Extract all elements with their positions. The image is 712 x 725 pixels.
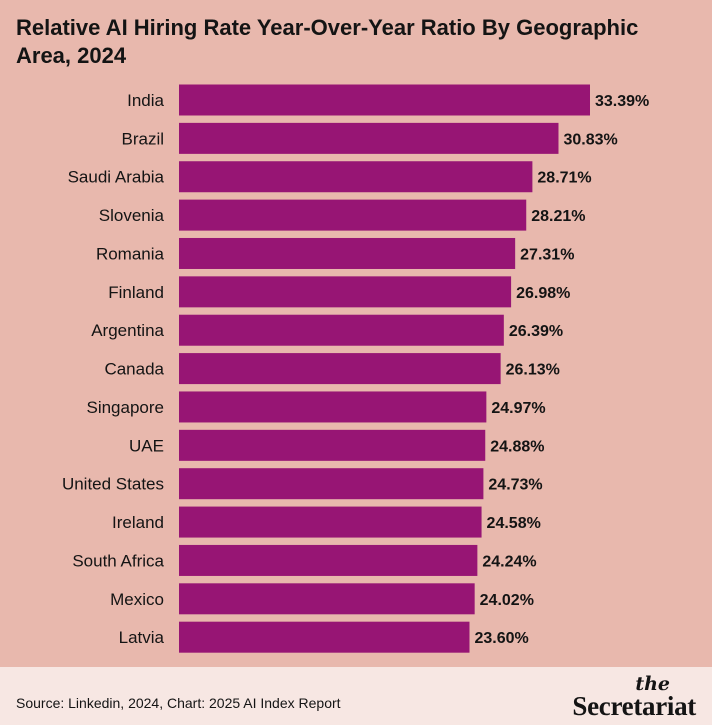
value-label: 24.58% xyxy=(487,515,541,532)
value-label: 24.24% xyxy=(482,553,536,570)
category-label: UAE xyxy=(129,436,164,455)
bar-india xyxy=(179,84,590,116)
value-label: 26.39% xyxy=(509,323,563,340)
bar-saudi-arabia xyxy=(179,161,533,193)
value-label: 33.39% xyxy=(595,93,649,110)
category-label: Saudi Arabia xyxy=(68,168,165,187)
bar-slovenia xyxy=(179,199,527,231)
value-label: 30.83% xyxy=(563,131,617,148)
bar-singapore xyxy=(179,391,487,423)
bar-united-states xyxy=(179,468,484,500)
value-label: 24.88% xyxy=(490,438,544,455)
bar-finland xyxy=(179,276,512,308)
bar-canada xyxy=(179,353,501,385)
value-label: 28.71% xyxy=(537,170,591,187)
bar-romania xyxy=(179,237,516,269)
value-label: 24.73% xyxy=(488,477,542,494)
brand-logo-the: the xyxy=(635,673,670,695)
value-label: 23.60% xyxy=(474,630,528,647)
brand-logo-name: Secretariat xyxy=(572,691,696,721)
category-label: Ireland xyxy=(112,513,164,532)
value-label: 26.13% xyxy=(506,362,560,379)
value-label: 24.02% xyxy=(480,592,534,609)
bar-ireland xyxy=(179,506,482,538)
bar-chart: India 33.39% Brazil 30.83% Saudi Arabia 28.71… xyxy=(62,84,649,653)
category-label: South Africa xyxy=(72,551,164,570)
category-label: India xyxy=(127,91,164,110)
category-label: Canada xyxy=(104,360,164,379)
bar-brazil xyxy=(179,122,559,154)
bar-uae xyxy=(179,429,486,461)
brand-logo: the Secretariat xyxy=(516,673,696,721)
bar-south-africa xyxy=(179,544,478,576)
category-label: Romania xyxy=(96,244,165,263)
bar-mexico xyxy=(179,583,475,615)
category-label: Argentina xyxy=(91,321,164,340)
footer: Source: Linkedin, 2024, Chart: 2025 AI I… xyxy=(0,667,712,725)
chart-title: Relative AI Hiring Rate Year-Over-Year R… xyxy=(16,15,639,68)
bar-latvia xyxy=(179,621,470,653)
value-label: 24.97% xyxy=(491,400,545,417)
value-label: 27.31% xyxy=(520,246,574,263)
category-label: Singapore xyxy=(86,398,164,417)
category-label: Latvia xyxy=(119,628,165,647)
category-label: Finland xyxy=(108,283,164,302)
source-note: Source: Linkedin, 2024, Chart: 2025 AI I… xyxy=(16,695,341,711)
category-label: Mexico xyxy=(110,590,164,609)
value-label: 28.21% xyxy=(531,208,585,225)
bar-argentina xyxy=(179,314,504,346)
value-label: 26.98% xyxy=(516,285,570,302)
category-label: United States xyxy=(62,475,164,494)
category-label: Brazil xyxy=(121,129,164,148)
category-label: Slovenia xyxy=(99,206,165,225)
